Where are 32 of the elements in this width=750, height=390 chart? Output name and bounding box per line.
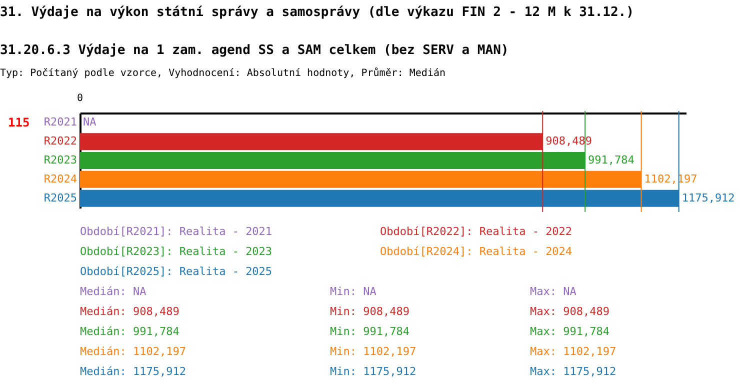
text: Období[R2025]: Realita - 2025 (80, 265, 272, 278)
text: NA (83, 116, 96, 129)
text: Min: 1175,912 (330, 365, 416, 378)
data-label: 1175,912 (682, 191, 735, 204)
text: Medián: 1102,197 (80, 345, 186, 358)
text: Max: 991,784 (530, 325, 610, 338)
text: Min: 908,489 (330, 305, 410, 318)
text: Max: NA (530, 285, 577, 298)
text: Období[R2022]: Realita - 2022 (380, 225, 572, 238)
text: 0 (76, 93, 84, 104)
chart-subtitle: 31.20.6.3 Výdaje na 1 zam. agend SS a SAM celkem (bez SERV a MAN) Typ: Počítaný podle vzorce, Vyhodnocení: Absolutní hodnoty, Průměr: Medián (0, 43, 509, 79)
text: Medián: 991,784 (80, 325, 180, 338)
y-tick-label: R2022 (44, 134, 77, 148)
text: Období[R2023]: Realita - 2023 (80, 245, 272, 258)
y-tick-label: R2023 (44, 154, 77, 166)
text: Období[R2024]: Realita - 2024 (380, 245, 572, 258)
text: Max: 908,489 (530, 305, 610, 318)
y-tick-label: R2021 (44, 116, 77, 129)
text: 115 (8, 116, 30, 130)
text: Min: NA (330, 285, 377, 298)
text: Min: 991,784 (330, 325, 410, 338)
data-label: 991,784 (588, 154, 635, 166)
text: Medián: 908,489 (80, 305, 180, 318)
text: Období[R2021]: Realita - 2021 (80, 225, 272, 238)
y-tick-label: R2025 (44, 191, 77, 204)
text: Medián: 1175,912 (80, 365, 186, 378)
y-tick-label: R2024 (44, 172, 78, 186)
text: Min: 1102,197 (330, 345, 416, 358)
text: Max: 1175,912 (530, 365, 616, 378)
chart-title: 31. Výdaje na výkon státní správy a samosprávy (dle výkazu FIN 2 - 12 M k 31.12.) (0, 5, 634, 20)
text: Medián: NA (80, 285, 147, 298)
text: Max: 1102,197 (530, 345, 616, 358)
